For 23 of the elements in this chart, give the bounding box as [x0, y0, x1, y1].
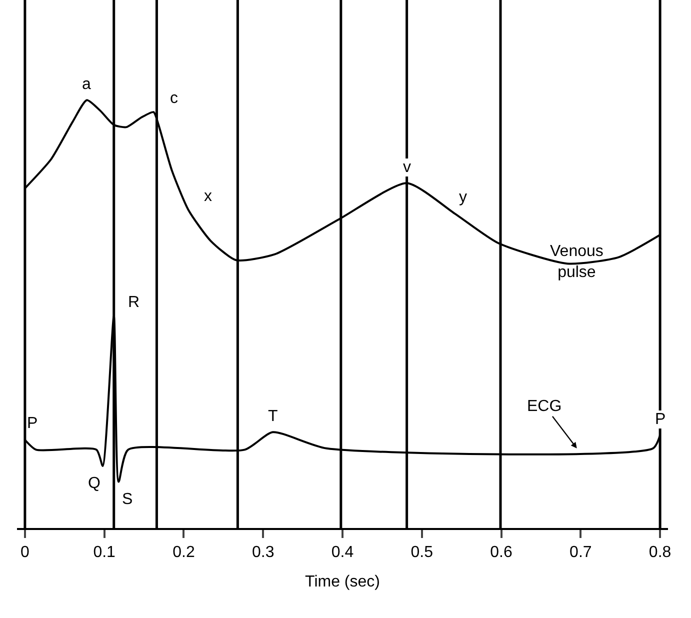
annotation: P — [27, 415, 38, 432]
annotation: Q — [88, 475, 100, 492]
annotation: P — [655, 411, 666, 428]
x-axis-title: Time (sec) — [305, 573, 380, 590]
annotation: y — [459, 189, 467, 206]
annotation: S — [122, 491, 133, 508]
x-tick-label: 0.5 — [410, 544, 434, 562]
x-tick-label: 0.7 — [570, 544, 592, 562]
x-tick-label: 0.2 — [172, 544, 195, 562]
annotation: R — [128, 294, 140, 311]
annotation: x — [204, 188, 212, 205]
x-tick-label: 0 — [20, 544, 30, 562]
annotation: T — [268, 408, 278, 425]
annotation: v — [403, 159, 411, 176]
series-label: Venous pulse — [550, 243, 604, 281]
x-tick-label: 0.4 — [331, 544, 354, 562]
x-tick-label: 0.8 — [648, 544, 672, 562]
x-tick-label: 0.6 — [490, 544, 512, 562]
x-tick-label: 0.3 — [252, 544, 274, 562]
text: ECG — [527, 398, 562, 415]
annotation: c — [170, 90, 178, 107]
x-tick-label: 0.1 — [93, 544, 116, 562]
annotation: a — [82, 76, 91, 93]
